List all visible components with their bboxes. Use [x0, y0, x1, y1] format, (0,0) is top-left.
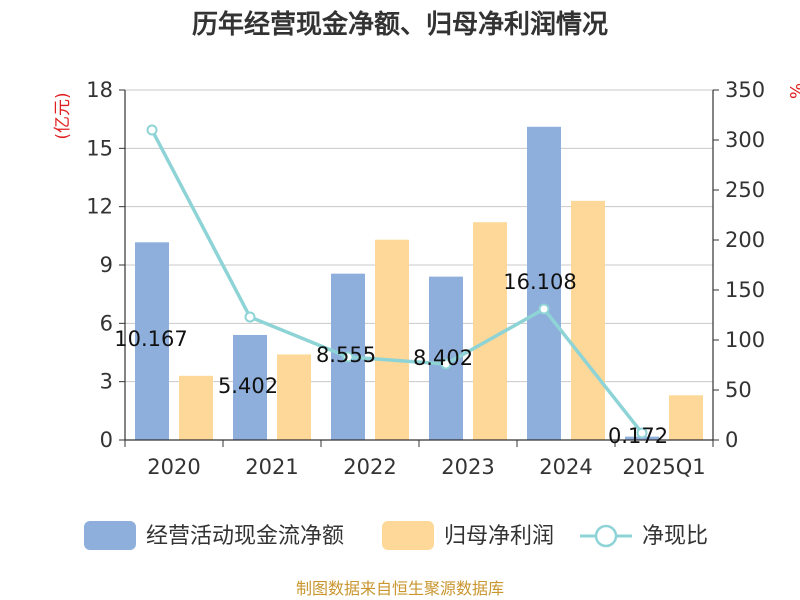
right-tick-label: 200 — [725, 228, 765, 252]
x-tick-label: 2020 — [147, 455, 200, 479]
cash-flow-bar — [233, 334, 267, 440]
ratio-point — [146, 124, 158, 136]
chart-title: 历年经营现金净额、归母净利润情况 — [192, 9, 608, 40]
right-tick-label: 50 — [725, 378, 752, 402]
net-profit-bar — [669, 395, 703, 440]
cash-flow-bar — [527, 126, 561, 441]
ratio-point — [440, 358, 452, 370]
cash-flow-value-label: 16.108 — [503, 270, 576, 294]
ratio-point — [636, 427, 648, 439]
grid-lines — [125, 89, 713, 383]
legend-swatch-ratio-marker — [594, 524, 618, 548]
net-profit-bar — [375, 239, 409, 440]
x-tick-label: 2025Q1 — [622, 455, 705, 479]
right-tick-label: 150 — [725, 278, 765, 302]
bar-series — [135, 126, 703, 441]
source-note: 制图数据来自恒生聚源数据库 — [296, 579, 504, 598]
right-tick-label: 300 — [725, 128, 765, 152]
data-labels: 10.167 5.402 8.555 8.402 16.108 0.172 — [114, 270, 668, 448]
cash-flow-bar — [135, 242, 169, 440]
legend-label-net-profit: 归母净利润 — [444, 524, 554, 549]
x-tick-label: 2023 — [441, 455, 494, 479]
x-tick-label: 2024 — [539, 455, 592, 479]
left-tick-label: 0 — [100, 428, 113, 452]
x-tick-label: 2022 — [343, 455, 396, 479]
net-profit-bar — [277, 354, 311, 440]
left-tick-label: 15 — [86, 136, 113, 160]
ratio-point — [538, 303, 550, 315]
ratio-point — [342, 351, 354, 363]
cash-flow-value-label: 10.167 — [114, 327, 187, 351]
left-tick-label: 18 — [86, 78, 113, 102]
left-tick-label: 12 — [86, 195, 113, 219]
left-axis-unit: (亿元) — [53, 92, 73, 139]
legend-label-ratio: 净现比 — [642, 524, 708, 549]
ratio-line — [150, 129, 644, 435]
legend-swatch-net-profit — [382, 521, 434, 550]
cash-flow-value-label: 0.172 — [608, 424, 668, 448]
x-tick-label: 2021 — [245, 455, 298, 479]
axes: 0 3 6 9 12 15 18 0 50 100 150 200 250 300 350 2020 2021 2… — [86, 78, 765, 479]
right-tick-label: 350 — [725, 78, 765, 102]
cash-flow-value-label: 5.402 — [218, 374, 278, 398]
left-tick-label: 6 — [100, 311, 113, 335]
net-profit-bar — [179, 375, 213, 440]
legend-swatch-cash-flow — [84, 521, 136, 550]
right-tick-label: 100 — [725, 328, 765, 352]
right-tick-label: 0 — [725, 428, 738, 452]
left-tick-label: 3 — [100, 370, 113, 394]
cash-flow-value-label: 8.555 — [316, 343, 376, 367]
line-series — [146, 124, 648, 439]
cash-flow-value-label: 8.402 — [413, 346, 473, 370]
ratio-point — [244, 311, 256, 323]
right-axis-unit: % — [785, 83, 800, 99]
left-tick-label: 9 — [100, 253, 113, 277]
legend: 经营活动现金流净额 归母净利润 净现比 — [84, 521, 708, 550]
net-profit-bar — [571, 200, 605, 440]
legend-label-cash-flow: 经营活动现金流净额 — [146, 524, 344, 549]
right-tick-label: 250 — [725, 178, 765, 202]
